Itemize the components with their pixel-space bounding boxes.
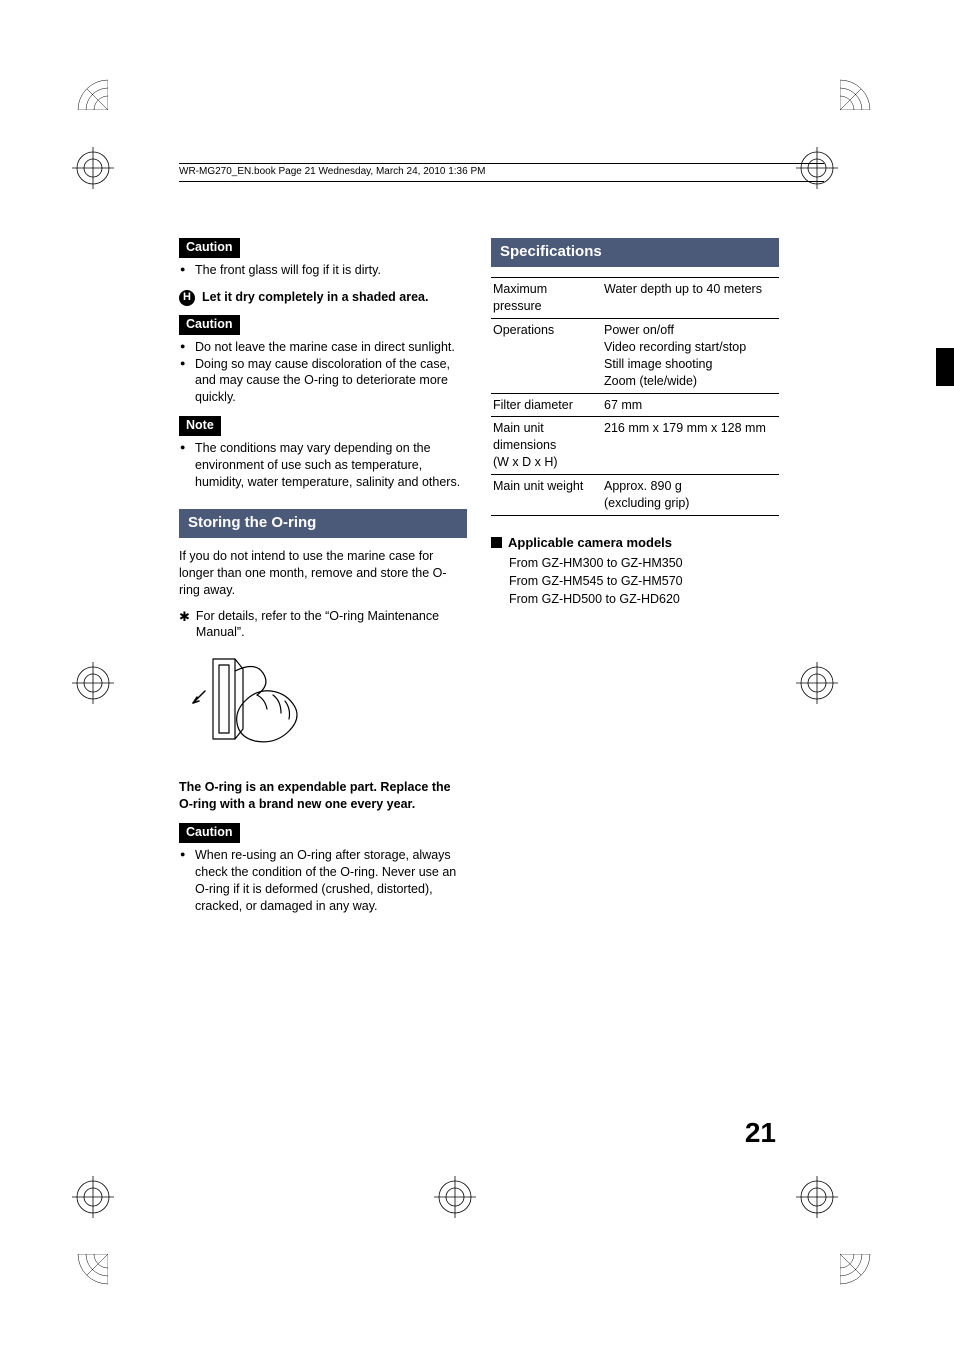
list-item: Doing so may cause discoloration of the … bbox=[195, 356, 467, 407]
spec-label: Main unit weight bbox=[491, 475, 602, 516]
caution-label-2: Caution bbox=[179, 315, 240, 335]
spec-value: Power on/off Video recording start/stop … bbox=[602, 319, 779, 394]
list-item: Do not leave the marine case in direct s… bbox=[195, 339, 467, 356]
caution-label-3: Caution bbox=[179, 823, 240, 843]
section-storing-oring: Storing the O-ring bbox=[179, 509, 467, 538]
caution-2-list: Do not leave the marine case in direct s… bbox=[179, 339, 467, 407]
table-row: Main unit dimensions (W x D x H) 216 mm … bbox=[491, 417, 779, 475]
registration-mark-mid-left bbox=[72, 662, 114, 704]
spec-label: Main unit dimensions (W x D x H) bbox=[491, 417, 602, 475]
section-specifications: Specifications bbox=[491, 238, 779, 267]
right-column: Specifications Maximum pressure Water de… bbox=[491, 238, 779, 924]
list-item: When re-using an O-ring after storage, a… bbox=[195, 847, 467, 915]
step-text: Let it dry completely in a shaded area. bbox=[202, 289, 428, 306]
sub-heading-text: Applicable camera models bbox=[508, 534, 672, 552]
corner-mark-top-left bbox=[74, 76, 108, 110]
table-row: Maximum pressure Water depth up to 40 me… bbox=[491, 278, 779, 319]
oring-illustration bbox=[185, 651, 305, 761]
registration-mark-bottom-left bbox=[72, 1176, 114, 1218]
caution-1-list: The front glass will fog if it is dirty. bbox=[179, 262, 467, 279]
spec-label: Operations bbox=[491, 319, 602, 394]
step-8: H Let it dry completely in a shaded area… bbox=[179, 289, 467, 306]
registration-mark-bottom-right bbox=[796, 1176, 838, 1218]
page-content: Caution The front glass will fog if it i… bbox=[179, 238, 779, 924]
spec-value: Approx. 890 g (excluding grip) bbox=[602, 475, 779, 516]
page-header: WR-MG270_EN.book Page 21 Wednesday, Marc… bbox=[179, 163, 824, 182]
spec-value: Water depth up to 40 meters bbox=[602, 278, 779, 319]
applicable-models-heading: Applicable camera models bbox=[491, 534, 779, 552]
models-list: From GZ-HM300 to GZ-HM350 From GZ-HM545 … bbox=[491, 555, 779, 608]
square-bullet-icon bbox=[491, 537, 502, 548]
header-text: WR-MG270_EN.book Page 21 Wednesday, Marc… bbox=[179, 166, 485, 177]
table-row: Filter diameter 67 mm bbox=[491, 393, 779, 417]
page-number: 21 bbox=[745, 1114, 776, 1152]
left-column: Caution The front glass will fog if it i… bbox=[179, 238, 467, 924]
storing-para: If you do not intend to use the marine c… bbox=[179, 548, 467, 599]
replace-note: The O-ring is an expendable part. Replac… bbox=[179, 779, 467, 813]
registration-mark-bottom-center bbox=[434, 1176, 476, 1218]
list-item: The front glass will fog if it is dirty. bbox=[195, 262, 467, 279]
caution-3-list: When re-using an O-ring after storage, a… bbox=[179, 847, 467, 915]
note-label: Note bbox=[179, 416, 221, 436]
star-note-text: For details, refer to the “O-ring Mainte… bbox=[196, 608, 467, 642]
corner-mark-top-right bbox=[840, 76, 874, 110]
model-range: From GZ-HM300 to GZ-HM350 bbox=[509, 555, 779, 572]
side-tab bbox=[936, 348, 954, 386]
registration-mark-top-left bbox=[72, 147, 114, 189]
model-range: From GZ-HD500 to GZ-HD620 bbox=[509, 591, 779, 608]
spec-table: Maximum pressure Water depth up to 40 me… bbox=[491, 277, 779, 516]
spec-value: 67 mm bbox=[602, 393, 779, 417]
registration-mark-mid-right bbox=[796, 662, 838, 704]
table-row: Operations Power on/off Video recording … bbox=[491, 319, 779, 394]
spec-value: 216 mm x 179 mm x 128 mm bbox=[602, 417, 779, 475]
corner-mark-bottom-right bbox=[840, 1254, 874, 1288]
star-icon: ✱ bbox=[179, 608, 190, 642]
corner-mark-bottom-left bbox=[74, 1254, 108, 1288]
list-item: The conditions may vary depending on the… bbox=[195, 440, 467, 491]
step-number-icon: H bbox=[179, 290, 195, 306]
note-list: The conditions may vary depending on the… bbox=[179, 440, 467, 491]
table-row: Main unit weight Approx. 890 g (excludin… bbox=[491, 475, 779, 516]
star-note: ✱ For details, refer to the “O-ring Main… bbox=[179, 608, 467, 642]
spec-label: Filter diameter bbox=[491, 393, 602, 417]
caution-label-1: Caution bbox=[179, 238, 240, 258]
spec-label: Maximum pressure bbox=[491, 278, 602, 319]
model-range: From GZ-HM545 to GZ-HM570 bbox=[509, 573, 779, 590]
